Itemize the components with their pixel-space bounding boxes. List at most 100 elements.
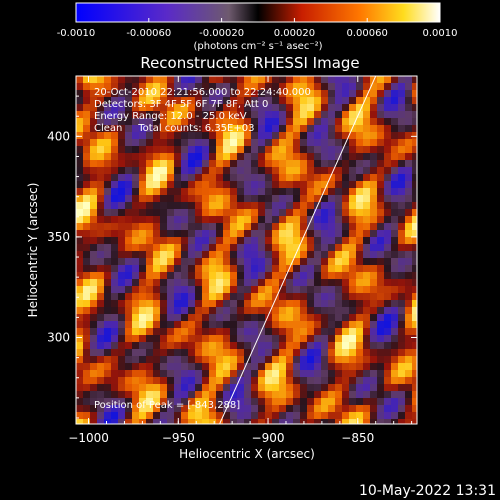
image-pixel: [377, 97, 384, 104]
image-pixel: [174, 286, 181, 293]
image-pixel: [216, 293, 223, 300]
image-pixel: [272, 216, 279, 223]
image-pixel: [230, 251, 237, 258]
image-pixel: [76, 314, 83, 321]
image-pixel: [405, 419, 412, 424]
image-pixel: [181, 118, 188, 125]
image-pixel: [356, 307, 363, 314]
image-pixel: [412, 181, 417, 188]
image-pixel: [125, 258, 132, 265]
image-pixel: [398, 349, 405, 356]
image-pixel: [167, 146, 174, 153]
image-pixel: [97, 314, 104, 321]
image-pixel: [363, 132, 370, 139]
image-pixel: [370, 83, 377, 90]
image-pixel: [76, 279, 83, 286]
image-pixel: [363, 90, 370, 97]
image-pixel: [412, 153, 417, 160]
image-pixel: [251, 349, 258, 356]
image-pixel: [167, 83, 174, 90]
image-pixel: [111, 342, 118, 349]
image-pixel: [83, 412, 90, 419]
image-pixel: [412, 195, 417, 202]
image-pixel: [328, 223, 335, 230]
image-pixel: [174, 265, 181, 272]
image-pixel: [97, 104, 104, 111]
image-pixel: [209, 216, 216, 223]
image-pixel: [293, 174, 300, 181]
image-pixel: [300, 265, 307, 272]
image-pixel: [90, 118, 97, 125]
image-pixel: [146, 370, 153, 377]
image-pixel: [111, 216, 118, 223]
image-pixel: [76, 237, 83, 244]
image-pixel: [237, 377, 244, 384]
image-pixel: [412, 258, 417, 265]
image-pixel: [384, 104, 391, 111]
image-pixel: [153, 188, 160, 195]
image-pixel: [181, 216, 188, 223]
image-pixel: [237, 202, 244, 209]
image-pixel: [398, 223, 405, 230]
image-pixel: [223, 279, 230, 286]
image-pixel: [111, 398, 118, 405]
image-pixel: [90, 286, 97, 293]
image-pixel: [230, 370, 237, 377]
image-pixel: [300, 104, 307, 111]
image-pixel: [244, 111, 251, 118]
image-pixel: [181, 174, 188, 181]
image-pixel: [125, 419, 132, 424]
image-pixel: [391, 272, 398, 279]
image-pixel: [370, 230, 377, 237]
image-pixel: [153, 125, 160, 132]
image-pixel: [230, 188, 237, 195]
image-pixel: [237, 356, 244, 363]
image-pixel: [188, 111, 195, 118]
image-pixel: [209, 167, 216, 174]
image-pixel: [370, 293, 377, 300]
image-pixel: [146, 223, 153, 230]
image-pixel: [405, 349, 412, 356]
image-pixel: [216, 167, 223, 174]
image-pixel: [398, 125, 405, 132]
image-pixel: [104, 377, 111, 384]
image-pixel: [328, 97, 335, 104]
image-pixel: [188, 307, 195, 314]
image-pixel: [370, 181, 377, 188]
image-pixel: [125, 90, 132, 97]
image-pixel: [132, 209, 139, 216]
image-pixel: [153, 356, 160, 363]
image-pixel: [286, 223, 293, 230]
image-pixel: [363, 104, 370, 111]
image-pixel: [370, 279, 377, 286]
image-pixel: [146, 314, 153, 321]
image-pixel: [265, 272, 272, 279]
image-pixel: [181, 335, 188, 342]
image-pixel: [132, 244, 139, 251]
image-pixel: [328, 251, 335, 258]
image-pixel: [307, 174, 314, 181]
image-pixel: [377, 279, 384, 286]
image-pixel: [412, 188, 417, 195]
image-pixel: [286, 321, 293, 328]
image-pixel: [370, 104, 377, 111]
image-pixel: [363, 153, 370, 160]
image-pixel: [223, 314, 230, 321]
image-pixel: [335, 363, 342, 370]
image-pixel: [181, 97, 188, 104]
image-pixel: [307, 216, 314, 223]
image-pixel: [412, 146, 417, 153]
image-pixel: [377, 132, 384, 139]
image-pixel: [363, 314, 370, 321]
image-pixel: [139, 174, 146, 181]
image-pixel: [300, 377, 307, 384]
image-pixel: [286, 286, 293, 293]
image-pixel: [237, 146, 244, 153]
image-pixel: [167, 419, 174, 424]
image-pixel: [251, 412, 258, 419]
image-pixel: [321, 118, 328, 125]
image-pixel: [181, 181, 188, 188]
image-pixel: [314, 223, 321, 230]
image-pixel: [272, 83, 279, 90]
image-pixel: [279, 181, 286, 188]
